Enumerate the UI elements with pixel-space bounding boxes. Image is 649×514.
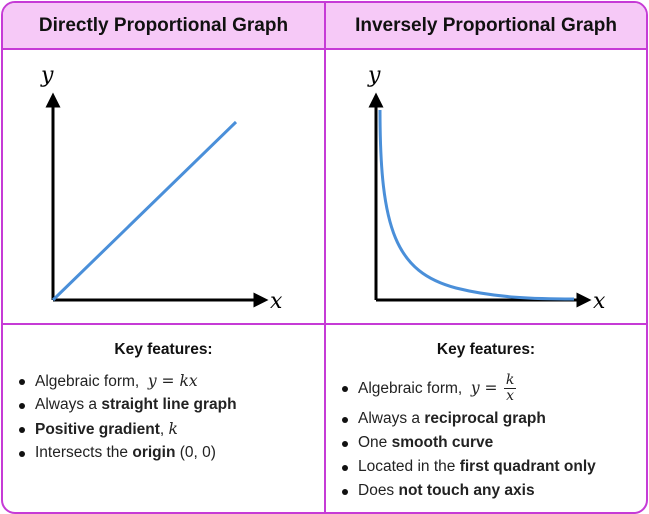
list-item: Positive gradient, k bbox=[17, 417, 237, 441]
left-header: Directly Proportional Graph bbox=[3, 3, 324, 50]
fraction: k x bbox=[503, 372, 517, 405]
list-item: Always a straight line graph bbox=[17, 393, 237, 417]
list-item: Algebraic form, y = kx bbox=[17, 369, 237, 393]
horizontal-divider bbox=[3, 323, 646, 325]
list-item: Algebraic form, y = k x bbox=[340, 369, 596, 407]
list-item: One smooth curve bbox=[340, 431, 596, 455]
direct-features: Key features: Algebraic form, y = kx Alw… bbox=[3, 325, 324, 512]
direct-graph: y x bbox=[40, 63, 283, 314]
left-title: Directly Proportional Graph bbox=[38, 14, 289, 36]
inverse-graph-panel: y x bbox=[326, 50, 646, 323]
features-title: Key features: bbox=[436, 341, 536, 358]
inverse-features: Key features: Algebraic form, y = k x Al… bbox=[326, 325, 646, 512]
vertical-divider bbox=[324, 3, 326, 512]
direct-line bbox=[51, 120, 238, 302]
right-title: Inversely Proportional Graph bbox=[355, 14, 617, 36]
y-axis-label: y bbox=[367, 63, 381, 88]
x-axis-label: x bbox=[593, 289, 606, 314]
list-item: Intersects the origin (0, 0) bbox=[17, 441, 237, 465]
reciprocal-curve bbox=[378, 109, 575, 301]
y-axis-label: y bbox=[40, 63, 54, 88]
features-title: Key features: bbox=[114, 341, 213, 358]
list-item: Always a reciprocal graph bbox=[340, 407, 596, 431]
direct-features-list: Algebraic form, y = kx Always a straight… bbox=[17, 369, 237, 465]
list-item: Located in the first quadrant only bbox=[340, 455, 596, 479]
inverse-graph: y x bbox=[367, 63, 606, 314]
inverse-features-list: Algebraic form, y = k x Always a recipro… bbox=[340, 369, 596, 503]
right-header: Inversely Proportional Graph bbox=[326, 3, 646, 50]
list-item: Does not touch any axis bbox=[340, 479, 596, 503]
direct-graph-panel: y x bbox=[3, 50, 324, 323]
x-axis-label: x bbox=[270, 289, 283, 314]
